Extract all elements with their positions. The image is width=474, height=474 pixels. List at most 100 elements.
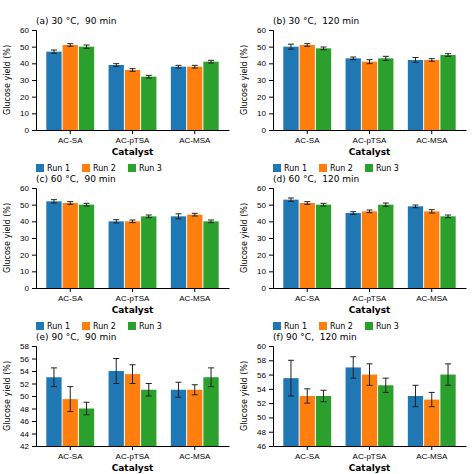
error-bar [67,44,73,47]
error-cap [175,382,181,383]
error-cap [192,65,198,66]
tick-mark [269,432,273,433]
x-tick: AC-SA [295,288,320,303]
axis-line [269,31,274,131]
x-tick: AC-MSA [179,288,211,303]
legend-label: Run 3 [376,322,399,331]
error-cap [412,62,418,63]
legend-swatch [365,164,373,172]
y-tick: 0 [25,284,36,293]
x-axis: AC-SAAC-pTSAAC-MSA [274,288,467,303]
error-cap [288,198,294,199]
y-tick: 0 [25,126,36,135]
error-cap [412,385,418,386]
error-bars [67,44,198,72]
legend-item: Run 3 [128,322,162,331]
tick-label: 10 [257,109,266,118]
error-bar [84,45,90,48]
x-axis-title: Catalyst [349,305,391,315]
error-cap [445,385,451,386]
tick-label: 56 [257,371,266,380]
error-cap [383,392,389,393]
tick-label: AC-SA [295,452,320,461]
y-tick: 44 [20,430,36,439]
x-tick: AC-MSA [416,288,448,303]
legend-label: Run 2 [330,164,353,173]
plot-area [283,198,455,288]
error-cap [113,223,119,224]
y-tick: 40 [20,59,36,68]
legend-item: Run 1 [36,322,70,331]
legend-label: Run 1 [47,322,70,331]
y-tick: 10 [257,109,273,118]
error-cap [383,203,389,204]
error-bar [208,60,214,63]
x-axis: AC-SAAC-pTSAAC-MSA [274,130,467,145]
legend-item: Run 2 [319,322,353,331]
x-axis-title: Catalyst [349,147,391,157]
error-cap [383,60,389,61]
legend-swatch [365,322,373,330]
bar [424,60,439,130]
error-bar [350,57,356,60]
bar [187,67,202,130]
tick-mark [70,130,71,134]
tick-label: 30 [257,76,266,85]
error-cap [412,57,418,58]
error-cap [192,213,198,214]
legend-item: Run 3 [365,322,399,331]
tick-label: AC-SA [295,294,320,303]
y-tick: 42 [20,442,36,451]
tick-mark [269,130,273,131]
legend-item: Run 1 [273,164,307,173]
error-cap [445,363,451,364]
y-tick: 60 [20,26,36,35]
error-bar [288,44,294,49]
tick-label: 48 [20,405,29,414]
series [316,48,456,130]
error-cap [445,56,451,57]
legend-label: Run 2 [93,322,116,331]
error-bar [67,202,73,205]
axis-line [32,347,37,447]
error-line [116,359,117,384]
bar [362,62,377,130]
y-tick: 48 [20,405,36,414]
bar [300,396,315,446]
error-cap [412,406,418,407]
error-cap [304,388,310,389]
tick-label: 52 [257,399,266,408]
error-bars [321,47,452,60]
error-cap [84,203,90,204]
plot-area [283,44,455,130]
error-bar [51,368,57,387]
bar [109,221,124,288]
error-cap [84,414,90,415]
series [316,205,456,288]
x-tick: AC-MSA [416,130,448,145]
bar [346,367,361,446]
bar [408,60,423,130]
y-tick: 50 [257,43,273,52]
bar [203,62,218,130]
error-cap [67,46,73,47]
error-cap [130,383,136,384]
panel: AC-SAAC-pTSAAC-MSA0102030405060CatalystG… [240,16,467,157]
plot-area [46,44,218,130]
tick-mark [307,130,308,134]
legend-label: Run 3 [139,322,162,331]
tick-mark [32,434,36,435]
figure: AC-SAAC-pTSAAC-MSA0102030405060CatalystG… [0,0,474,474]
series [46,201,186,288]
error-bar [67,387,73,412]
error-bar [429,392,435,406]
error-bars [321,203,452,218]
tick-mark [269,446,273,447]
tick-mark [269,221,273,222]
tick-label: 46 [257,442,266,451]
series [283,200,423,288]
error-cap [350,356,356,357]
y-tick: 58 [20,342,36,351]
tick-label: AC-MSA [416,136,448,145]
y-axis-title: Glucose yield (%) [240,203,249,273]
